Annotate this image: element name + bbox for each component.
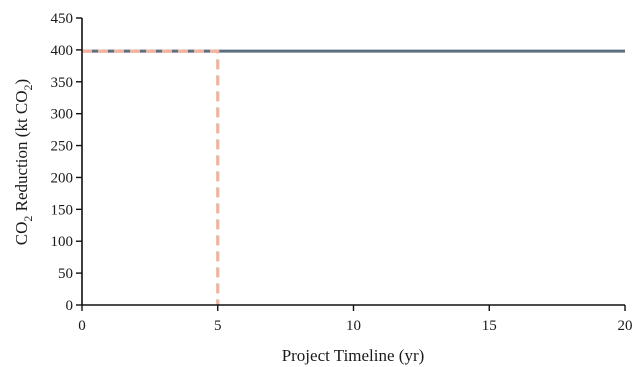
x-axis-ticks: 0 5 10 15 20 xyxy=(78,305,633,334)
x-tick-label: 20 xyxy=(618,318,633,334)
y-tick-label: 0 xyxy=(66,298,74,314)
x-tick-label: 10 xyxy=(346,318,361,334)
y-tick-label: 300 xyxy=(51,107,74,123)
y-tick-label: 50 xyxy=(58,266,73,282)
y-axis-title-prefix: CO xyxy=(12,222,31,246)
x-tick-label: 5 xyxy=(214,318,222,334)
y-axis-title-middle: Reduction (kt CO xyxy=(12,90,31,215)
y-tick-label: 350 xyxy=(51,75,74,91)
x-axis-title: Project Timeline (yr) xyxy=(282,346,425,365)
y-tick-label: 150 xyxy=(51,202,74,218)
plot-area xyxy=(82,49,625,305)
series-line-2-dashed xyxy=(82,49,220,305)
y-tick-label: 200 xyxy=(51,170,74,186)
y-tick-label: 450 xyxy=(51,11,74,27)
y-axis-title: CO2 Reduction (kt CO2) xyxy=(12,79,35,245)
y-axis-title-subscript-1: 2 xyxy=(21,216,35,222)
y-axis-ticks: 0 50 100 150 200 250 300 350 400 450 xyxy=(51,11,82,314)
y-tick-label: 400 xyxy=(51,43,74,59)
y-tick-label: 250 xyxy=(51,139,74,155)
axes xyxy=(81,18,625,306)
y-axis-title-subscript-2: 2 xyxy=(21,84,35,90)
x-tick-label: 0 xyxy=(78,318,86,334)
y-axis-title-suffix: ) xyxy=(12,79,31,85)
x-tick-label: 15 xyxy=(482,318,497,334)
y-tick-label: 100 xyxy=(51,234,74,250)
